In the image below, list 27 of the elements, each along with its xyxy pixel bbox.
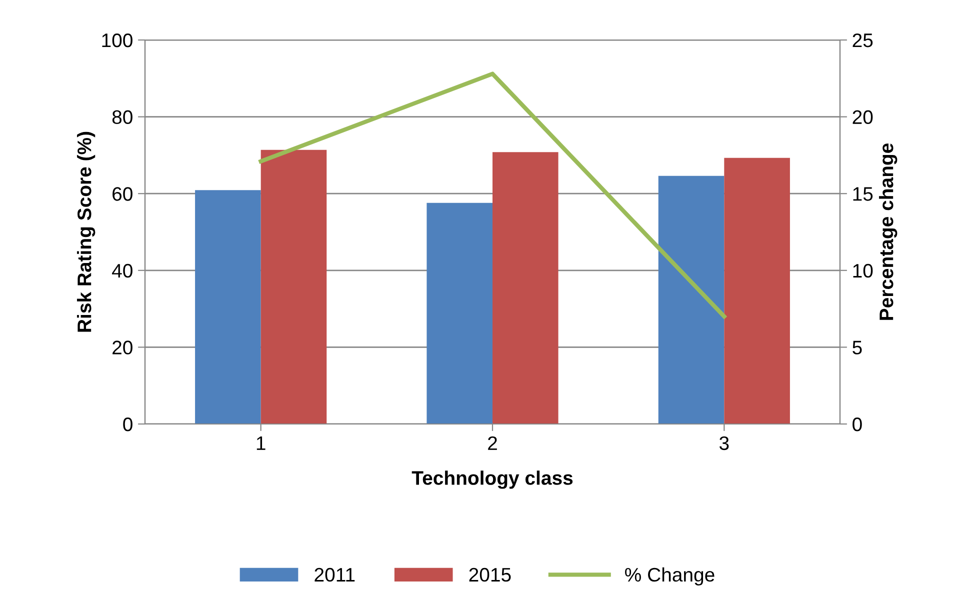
x-tick-label: 2 (488, 436, 497, 450)
y-tick-label: 0 (123, 417, 132, 432)
bar (724, 158, 790, 424)
y-tick-label: 100 (102, 33, 132, 48)
y-tick-label: 80 (112, 110, 132, 124)
y2-tick-label: 20 (852, 110, 873, 124)
y-axis-title: Risk Rating Score (%) (76, 132, 96, 332)
legend-label: % Change (625, 567, 714, 586)
bar (426, 202, 492, 424)
y-tick-label: 60 (112, 187, 132, 201)
bar (260, 150, 327, 424)
x-axis-title: Technology class (412, 470, 573, 489)
y2-tick-label: 15 (853, 187, 873, 201)
y2-axis-title: Percentage change (878, 144, 898, 320)
y-tick-label: 40 (112, 264, 132, 278)
bar (492, 152, 558, 424)
y2-tick-label: 25 (852, 33, 873, 48)
bar (658, 176, 724, 424)
y-tick-label: 20 (112, 340, 132, 354)
bar (195, 190, 261, 424)
y2-tick-label: 5 (852, 340, 862, 354)
x-tick-label: 1 (256, 436, 266, 450)
x-tick-label: 3 (720, 436, 729, 450)
y2-tick-label: 0 (852, 417, 862, 432)
y2-tick-label: 10 (853, 264, 873, 278)
legend-label: 2015 (469, 568, 511, 582)
legend-label: 2011 (314, 568, 355, 582)
